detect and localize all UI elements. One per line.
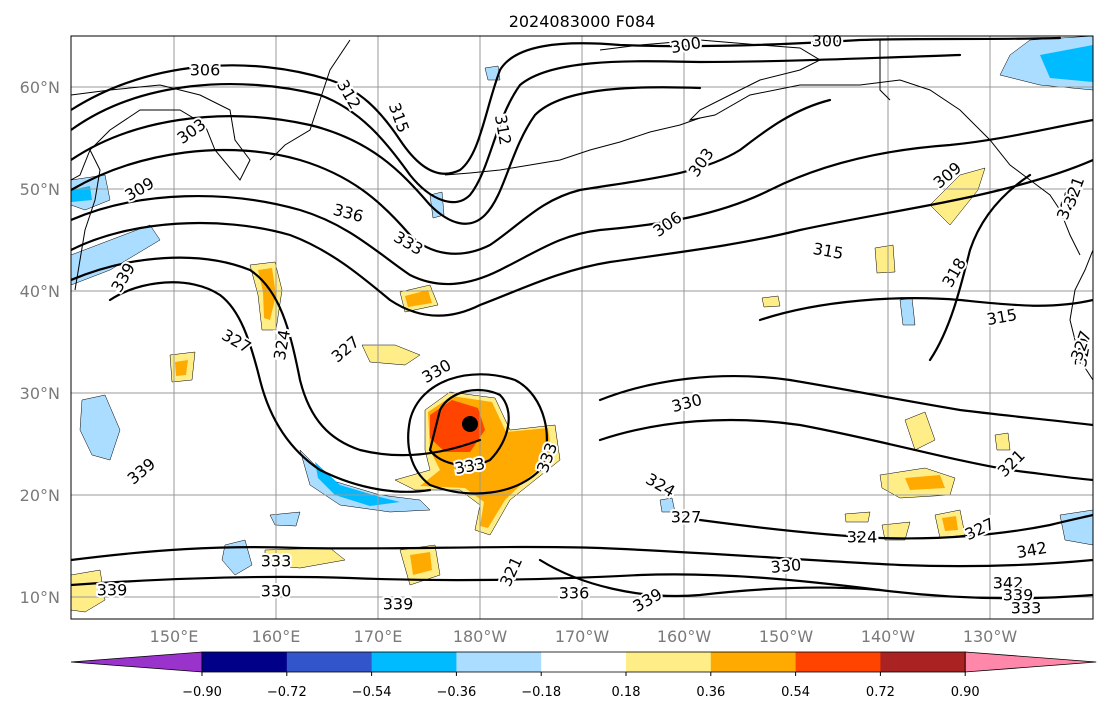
colorbar-segment [541, 652, 627, 672]
lat-label: 20°N [20, 486, 60, 505]
longitude-labels: 150°E 160°E 170°E 180°W 170°W 160°W 150°… [150, 627, 1018, 646]
negative-shading [299, 449, 431, 513]
negative-shading [1059, 509, 1093, 546]
positive-shading [844, 511, 871, 523]
contour-label: 336 [559, 584, 590, 603]
border-line [879, 40, 891, 101]
positive-shading [410, 552, 432, 575]
contour-label: 339 [383, 595, 414, 614]
colorbar-tick-label: −0.18 [521, 685, 561, 700]
contour-label: 339 [97, 581, 128, 600]
contour-label: 339 [1003, 586, 1034, 605]
lat-label: 30°N [20, 384, 60, 403]
colorbar-tick-label: 0.36 [696, 685, 725, 700]
lon-label: 140°W [861, 627, 916, 646]
positive-shading [929, 167, 986, 226]
positive-shading [361, 344, 421, 366]
colorbar-tick-label: −0.90 [182, 685, 222, 700]
contour-label: 300 [812, 32, 843, 51]
colorbar-segment [202, 652, 288, 672]
colorbar-frame [201, 651, 966, 673]
lon-label: 170°E [354, 627, 403, 646]
negative-shading [71, 186, 92, 202]
negative-shading [79, 394, 121, 461]
colorbar-tick-label: 0.72 [866, 685, 895, 700]
colorbar-segment [286, 652, 373, 672]
negative-shading [71, 224, 161, 286]
lat-label: 10°N [20, 588, 60, 607]
contour-label: 306 [190, 61, 221, 80]
positive-shading [405, 290, 432, 307]
colorbar-segment [710, 652, 797, 672]
lon-label: 160°E [252, 627, 301, 646]
positive-shading [994, 432, 1011, 451]
colorbar-segment [456, 652, 542, 672]
contour-label: 324 [847, 528, 878, 547]
latitude-labels: 10°N 20°N 30°N 40°N 50°N 60°N [20, 78, 60, 607]
lon-label: 180°W [453, 627, 508, 646]
colorbar-tick-label: −0.54 [352, 685, 392, 700]
lon-label: 150°E [150, 627, 199, 646]
positive-shading [874, 244, 896, 274]
lon-label: 130°W [963, 627, 1018, 646]
colorbar-segment [880, 652, 966, 672]
storm-center-marker [462, 416, 478, 432]
negative-shading [221, 539, 253, 576]
map-title: 2024083000 F084 [509, 12, 656, 31]
positive-shading [761, 295, 781, 308]
lat-label: 60°N [20, 78, 60, 97]
bc-coast [1069, 249, 1093, 381]
map-frame [70, 35, 1094, 620]
negative-shading [659, 497, 676, 513]
lon-label: 150°W [759, 627, 814, 646]
negative-shading [1040, 45, 1093, 82]
colorbar-tick-label: −0.36 [436, 685, 476, 700]
coastlines [71, 39, 1093, 381]
colorbar-tick-label: 0.18 [612, 685, 641, 700]
chukotka-coast [269, 39, 351, 161]
contour-label: 333 [1011, 599, 1042, 618]
contour-lines [71, 36, 1093, 600]
positive-shading [430, 400, 485, 452]
contour-label: 330 [261, 582, 292, 601]
positive-shading [881, 521, 911, 541]
negative-shading [484, 65, 501, 81]
positive-shading [905, 475, 945, 490]
colorbar-segment [626, 652, 712, 672]
alaska-coast [599, 39, 1081, 256]
colorbar-tick-label: 0.90 [951, 685, 980, 700]
positive-shading [71, 569, 106, 613]
lon-label: 160°W [657, 627, 712, 646]
lat-label: 40°N [20, 282, 60, 301]
contour-label: 330 [770, 555, 802, 577]
kuril-coast [74, 149, 101, 291]
colorbar-tick-label: −0.72 [267, 685, 307, 700]
negative-shading [269, 511, 301, 527]
colorbar-tick-label: 0.54 [781, 685, 810, 700]
colorbar: −0.90 −0.72 −0.54 −0.36 −0.18 0.18 0.36 0.54 0.7… [70, 651, 1097, 700]
positive-shading [904, 411, 936, 451]
lat-label: 50°N [20, 180, 60, 199]
colorbar-extend-min [70, 651, 203, 673]
positive-shading [175, 360, 188, 376]
aleutian-islands [444, 117, 701, 176]
contour-label: 342 [993, 574, 1024, 593]
colorbar-segment [795, 652, 881, 672]
positive-shading [942, 516, 958, 531]
contour-label: 333 [261, 552, 292, 571]
colorbar-segment [371, 652, 457, 672]
colorbar-extend-max [964, 651, 1097, 673]
contour-label: 327 [671, 508, 702, 527]
lon-label: 170°W [555, 627, 610, 646]
kamchatka-coast [71, 84, 251, 181]
